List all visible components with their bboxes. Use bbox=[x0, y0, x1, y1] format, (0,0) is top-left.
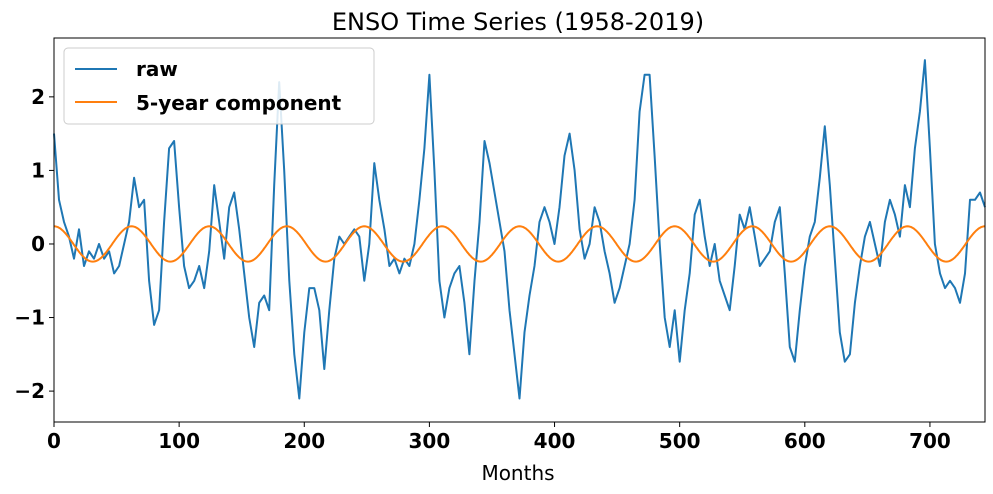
x-tick-label: 500 bbox=[659, 429, 701, 453]
y-tick-label: −2 bbox=[14, 379, 45, 403]
plot-frame bbox=[53, 37, 986, 423]
series-layer bbox=[53, 59, 986, 400]
series-line-raw bbox=[53, 59, 986, 400]
legend-box bbox=[63, 47, 375, 125]
x-tick-label: 400 bbox=[534, 429, 576, 453]
y-tick-label: 1 bbox=[31, 158, 45, 182]
x-tick-label: 0 bbox=[47, 429, 61, 453]
y-tick-label: −1 bbox=[14, 306, 45, 330]
legend: raw 5-year component bbox=[63, 47, 375, 125]
x-tick-label: 300 bbox=[409, 429, 451, 453]
x-axis-label: Months bbox=[481, 461, 554, 485]
plot-area bbox=[53, 37, 986, 423]
y-tick-label: 0 bbox=[31, 232, 45, 256]
x-tick-label: 200 bbox=[283, 429, 325, 453]
x-tick-label: 600 bbox=[784, 429, 826, 453]
y-axis-ticks: −2 −1 0 1 2 bbox=[14, 85, 54, 403]
x-tick-label: 700 bbox=[909, 429, 951, 453]
y-tick-label: 2 bbox=[31, 85, 45, 109]
legend-label-raw: raw bbox=[136, 57, 178, 81]
x-axis-ticks: 0 100 200 300 400 500 600 700 bbox=[47, 422, 951, 453]
x-tick-label: 100 bbox=[158, 429, 200, 453]
chart-title: ENSO Time Series (1958-2019) bbox=[332, 8, 704, 36]
legend-label-5-year-component: 5-year component bbox=[136, 91, 342, 115]
series-line-5-year-component bbox=[53, 225, 986, 263]
